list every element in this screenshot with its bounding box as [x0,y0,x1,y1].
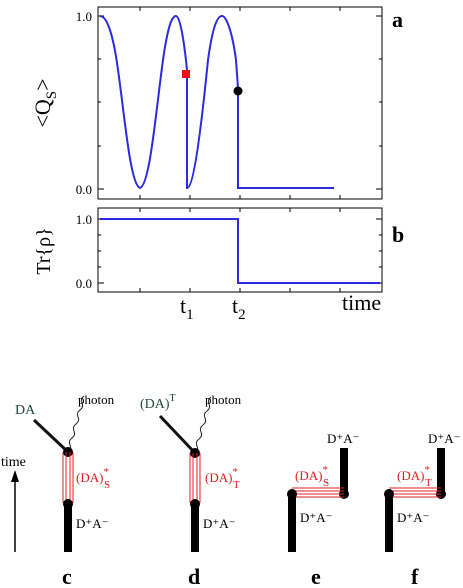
diagram-c-photon-label: photon [78,392,115,407]
t1-label: t1 [180,293,194,323]
photon-wave-icon [194,396,212,454]
time-arrow-label: time [1,455,26,470]
diagram-f-bottom-label: D⁺A⁻ [397,510,430,525]
time-label: time [342,290,381,315]
panel-a: 1.0 0.0 <QS> a [30,6,403,200]
time-arrow: time [1,455,26,552]
panel-a-tick-top: 1.0 [76,9,92,24]
t2-label: t2 [232,293,246,323]
diagram-d-bottom-label: D⁺A⁻ [203,516,236,531]
diagram-d: (DA)T photon (DA)* T D⁺A⁻ d [140,392,242,588]
red-square-marker [182,70,190,78]
diagram-e-state: (DA)* S [295,464,329,489]
diagram-d-state: (DA)* T [205,466,240,491]
diagram-f-letter: f [411,564,419,588]
panel-b-tick-top: 1.0 [76,212,92,227]
diagram-d-photon-label: photon [205,392,242,407]
diagram-e: D⁺A⁻ (DA)* S D⁺A⁻ e [287,431,360,588]
diagram-d-top-label: (DA)T [140,393,176,412]
diagram-e-top-label: D⁺A⁻ [327,431,360,446]
diagram-e-bottom-label: D⁺A⁻ [300,510,333,525]
panel-a-ylabel: <QS> [30,78,60,127]
diagram-c-bottom-label: D⁺A⁻ [76,516,109,531]
panel-a-frame [97,6,383,200]
panel-a-curve [99,14,334,190]
diagram-c-letter: c [62,564,72,588]
panel-a-ticks [98,7,382,199]
panel-a-tick-bottom: 0.0 [76,182,92,197]
panel-b-letter: b [392,222,404,247]
panel-a-letter: a [392,7,403,32]
diagram-c-state: (DA)* S [76,466,110,491]
black-dot-marker [233,86,243,96]
time-axis-labels: t1 t2 time [180,290,381,323]
diagram-f-state: (DA)* T [397,464,432,489]
panel-b-ticks [98,208,382,292]
panel-b: 1.0 0.0 Tr{ρ} b [33,207,404,293]
diagram-f: D⁺A⁻ (DA)* T D⁺A⁻ f [384,431,461,588]
diagram-d-letter: d [188,564,200,588]
photon-wave-icon [67,395,85,453]
panel-b-frame [97,207,383,293]
diagram-c: DA photon (DA)* S D⁺A⁻ c [15,392,115,588]
panel-b-curve [100,218,380,284]
diagram-e-letter: e [311,564,321,588]
panel-b-ylabel: Tr{ρ} [33,227,55,274]
panel-b-tick-bottom: 0.0 [76,276,92,291]
diagram-f-top-label: D⁺A⁻ [428,431,461,446]
diagram-c-top-label: DA [15,403,36,418]
